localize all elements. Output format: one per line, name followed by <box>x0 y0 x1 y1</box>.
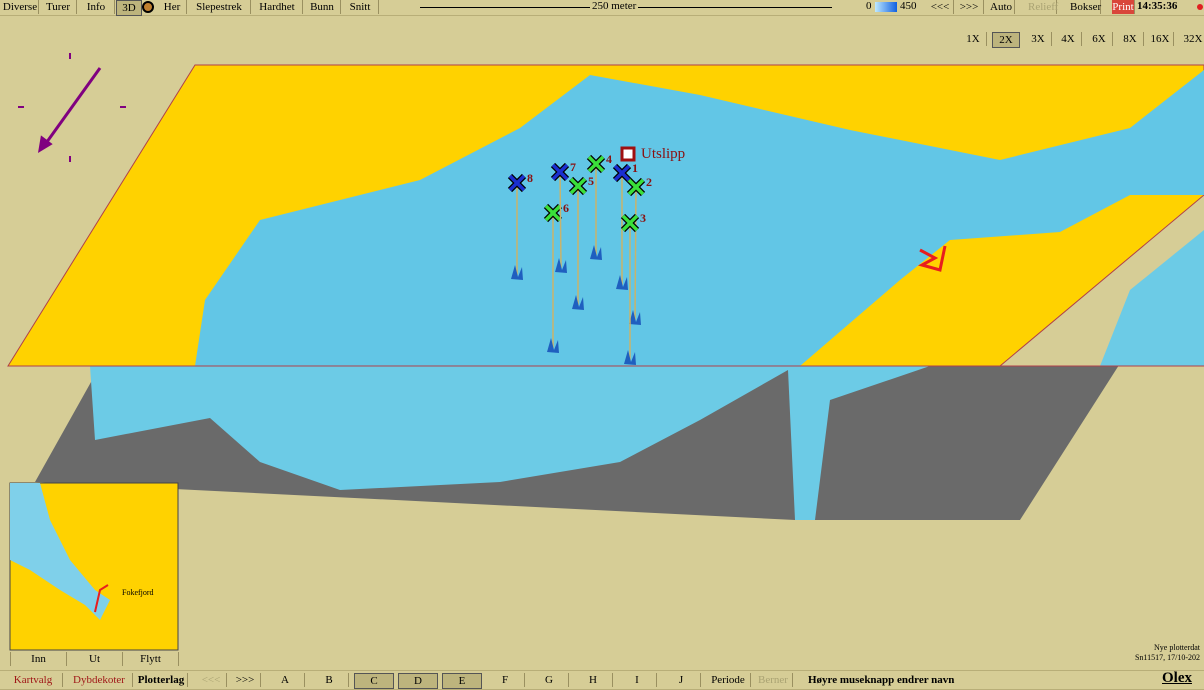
layer-button[interactable]: G <box>530 673 569 687</box>
marker-label: 4 <box>606 152 612 166</box>
seabed-point <box>555 258 567 273</box>
minimap-place: Fokefjord <box>122 588 154 597</box>
marker-label: 6 <box>563 201 569 215</box>
seabed-point <box>547 338 559 353</box>
layer-button[interactable]: C <box>354 673 394 689</box>
minimap-track <box>94 584 109 613</box>
seabed-point <box>629 310 641 325</box>
marker-label: 5 <box>588 174 594 188</box>
drop-line <box>634 186 637 321</box>
marker-label: 3 <box>640 211 646 225</box>
minimap-button[interactable]: Inn <box>10 652 67 666</box>
minimap-button[interactable]: Flytt <box>122 652 179 666</box>
hint: Høyre museknapp endrer navn <box>808 674 955 686</box>
menu-button[interactable]: Her <box>158 0 187 14</box>
marker-x <box>587 155 605 173</box>
minimap-button[interactable]: Ut <box>66 652 123 666</box>
zoom-button[interactable]: 32X <box>1180 32 1204 46</box>
layer-button[interactable]: F <box>486 673 525 687</box>
tab[interactable]: Kartvalg <box>4 673 63 687</box>
water-volume-right <box>1100 230 1204 366</box>
marker-x <box>551 163 569 181</box>
tab[interactable]: Plotterlag <box>135 673 188 687</box>
depth-min: 0 <box>866 0 872 12</box>
menu-button[interactable]: Hardhet <box>252 0 303 14</box>
period[interactable]: Periode <box>706 673 751 687</box>
water-surface <box>195 70 1204 366</box>
menu-button[interactable]: 3D <box>116 0 142 16</box>
site-label: Utslipp <box>641 146 686 162</box>
marker-label: 8 <box>527 171 533 185</box>
seabed-point <box>511 265 523 280</box>
marker-x <box>544 204 562 222</box>
zoom-button[interactable]: 2X <box>992 32 1020 48</box>
water-volume <box>90 366 930 520</box>
top-button[interactable]: Bokser <box>1070 0 1102 14</box>
menu-button[interactable]: Info <box>78 0 115 14</box>
tab[interactable]: Dybdekoter <box>66 673 133 687</box>
marker-x <box>627 178 645 196</box>
clock: 14:35:36 <box>1137 0 1178 12</box>
zoom-button[interactable]: 8X <box>1117 32 1144 46</box>
compass-ticks <box>18 53 126 162</box>
top-button[interactable]: <<< <box>927 0 954 14</box>
compass <box>37 67 102 153</box>
seabed-point <box>590 245 602 260</box>
status-line: Nye plotterdat <box>1154 643 1200 652</box>
marker-label: 1 <box>632 161 638 175</box>
depth-scale <box>875 2 897 12</box>
marker-x <box>508 174 526 192</box>
track <box>918 245 947 272</box>
marker-x <box>621 214 639 232</box>
marker-label: 7 <box>570 160 576 174</box>
site-marker <box>620 146 636 162</box>
menu-button[interactable]: Turer <box>40 0 77 14</box>
menu-button[interactable]: Bunn <box>304 0 341 14</box>
top-button[interactable]: Auto <box>988 0 1015 14</box>
top-button[interactable]: Print <box>1112 0 1135 14</box>
depth-max: 450 <box>900 0 917 12</box>
zoom-button[interactable]: 16X <box>1147 32 1174 46</box>
layer-button[interactable]: H <box>574 673 613 687</box>
layer-button[interactable]: I <box>618 673 657 687</box>
seabed-point <box>624 350 636 365</box>
zoom-button[interactable]: 6X <box>1086 32 1113 46</box>
marker-x <box>613 164 631 182</box>
top-button[interactable]: >>> <box>955 0 984 14</box>
layer-button[interactable]: D <box>398 673 438 689</box>
status-line: Sn11517, 17/10-202 <box>1134 653 1200 662</box>
seabed-point <box>572 295 584 310</box>
nav[interactable]: >>> <box>230 673 261 687</box>
layer-button[interactable]: B <box>310 673 349 687</box>
scale-label: 250 meter <box>590 0 639 12</box>
menu-button[interactable]: Snitt <box>342 0 379 14</box>
brand: Olex <box>1162 670 1192 686</box>
top-button[interactable]: Relieff <box>1028 0 1059 14</box>
minimap-water <box>10 483 110 620</box>
berner[interactable]: Berner <box>754 673 793 687</box>
zoom-button[interactable]: 4X <box>1055 32 1082 46</box>
menu-button[interactable]: Slepestrek <box>188 0 251 14</box>
marker-label: 2 <box>646 175 652 189</box>
rec-dot <box>1197 4 1203 10</box>
layer-button[interactable]: J <box>662 673 701 687</box>
zoom-button[interactable]: 1X <box>960 32 987 46</box>
drop-line <box>559 171 562 269</box>
target-icon[interactable] <box>142 1 154 13</box>
zoom-button[interactable]: 3X <box>1025 32 1052 46</box>
layer-button[interactable]: E <box>442 673 482 689</box>
menu-button[interactable]: Diverse <box>2 0 39 14</box>
marker-x <box>569 177 587 195</box>
nav[interactable]: <<< <box>196 673 227 687</box>
seabed-point <box>616 275 628 290</box>
layer-button[interactable]: A <box>266 673 305 687</box>
